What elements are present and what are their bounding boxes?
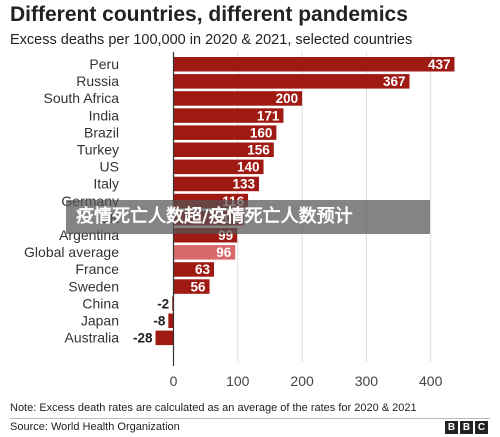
bar	[173, 91, 303, 106]
footer-divider	[10, 418, 490, 419]
category-label: South Africa	[44, 90, 120, 106]
bar	[173, 176, 260, 192]
bar	[173, 262, 215, 277]
category-label: Russia	[76, 73, 119, 89]
category-label: Turkey	[77, 142, 119, 158]
value-label: 156	[247, 143, 270, 158]
x-tick-label: 400	[419, 373, 443, 389]
chart-title: Different countries, different pandemics	[10, 3, 408, 26]
value-label: 160	[250, 125, 273, 140]
category-label: Italy	[93, 176, 119, 192]
category-label: Brazil	[84, 124, 119, 140]
bar	[173, 142, 274, 157]
category-label: Peru	[89, 56, 119, 72]
value-label: 63	[195, 262, 211, 277]
category-label: Sweden	[68, 278, 119, 294]
bar	[173, 108, 284, 123]
value-label: 437	[428, 57, 451, 72]
bar	[173, 279, 210, 294]
bar	[168, 313, 174, 328]
bar	[173, 245, 236, 260]
chart-subtitle: Excess deaths per 100,000 in 2020 & 2021…	[10, 32, 413, 48]
value-label: 96	[216, 245, 232, 260]
x-tick-label: 0	[170, 373, 178, 389]
value-label: 200	[276, 91, 299, 106]
category-label: France	[75, 261, 119, 277]
logo-letter: B	[460, 421, 473, 434]
category-label: China	[82, 295, 119, 311]
logo-letter: B	[445, 421, 458, 434]
category-label: Australia	[65, 330, 120, 346]
overlay-banner: 疫情死亡人数超/疫情死亡人数预计	[66, 200, 430, 234]
value-label: -8	[153, 314, 165, 329]
value-label: 367	[383, 74, 406, 89]
value-label: 140	[237, 160, 260, 175]
x-tick-label: 300	[355, 373, 379, 389]
x-tick-label: 100	[226, 373, 250, 389]
bar	[155, 330, 174, 346]
bar	[173, 159, 264, 175]
footnote: Note: Excess death rates are calculated …	[10, 402, 417, 414]
value-label: -28	[133, 331, 153, 346]
category-label: India	[89, 107, 120, 123]
category-label: Japan	[81, 313, 119, 329]
value-label: 56	[190, 279, 206, 294]
bar	[173, 74, 410, 89]
category-label: Global average	[24, 244, 119, 260]
bbc-logo: B B C	[445, 421, 488, 434]
bar	[173, 57, 455, 72]
category-label: US	[100, 159, 119, 175]
x-tick-label: 200	[290, 373, 314, 389]
value-label: 171	[257, 108, 280, 123]
value-label: -2	[157, 296, 169, 311]
source-text: Source: World Health Organization	[10, 421, 180, 433]
bar	[172, 296, 174, 311]
x-tick-labels: 0 100 200 300 400	[170, 373, 443, 389]
value-label: 133	[232, 177, 255, 192]
logo-letter: C	[475, 421, 488, 434]
bar	[173, 125, 277, 140]
